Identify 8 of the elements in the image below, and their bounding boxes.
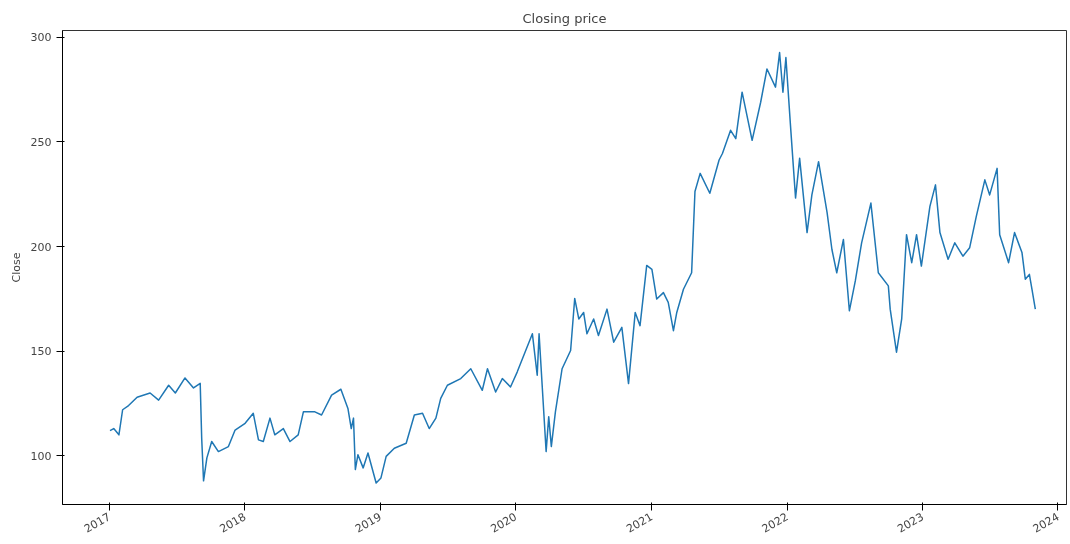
y-tick-label: 200 [30,240,52,254]
line-series [109,51,1037,484]
y-tick-label: 100 [30,449,52,463]
y-tick-label: 150 [30,345,52,359]
y-tick-label: 300 [30,31,52,45]
y-tick-label: 250 [30,135,52,149]
y-axis-title: Close [9,252,23,283]
chart-title: Closing price [522,10,607,26]
